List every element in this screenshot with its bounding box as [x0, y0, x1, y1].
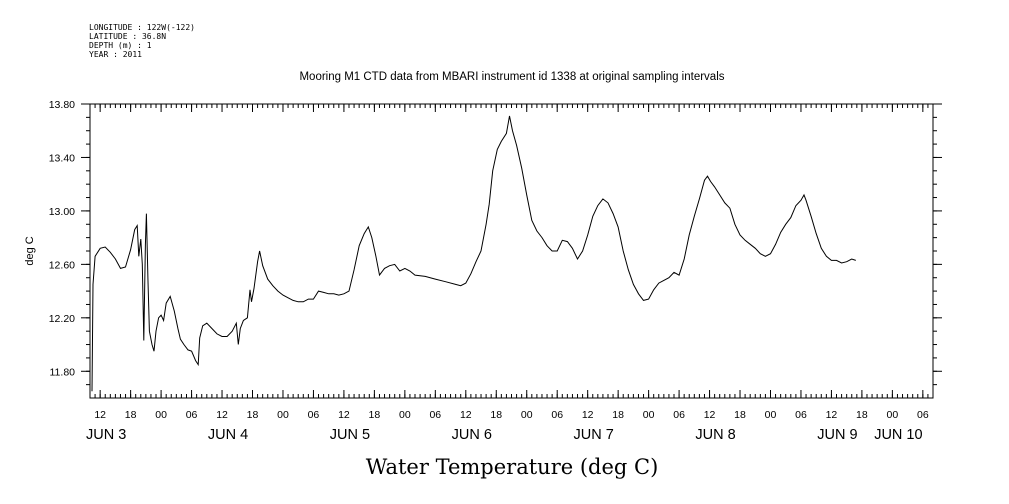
x-tick-label: 00	[765, 409, 777, 421]
x-tick-label: 00	[887, 409, 899, 421]
x-tick-label: 06	[551, 409, 563, 421]
y-tick-label: 13.00	[49, 206, 75, 218]
x-tick-label: 06	[795, 409, 807, 421]
x-day-label: JUN 5	[330, 427, 370, 443]
axis-labels: 12 18 00 06 12 18 00 06 12 18 00 06 12 18 00 06 12 18 00 06…	[49, 99, 929, 443]
y-tick-label: 12.20	[49, 313, 75, 325]
x-tick-label: 18	[247, 409, 259, 421]
x-tick-label: 12	[94, 409, 106, 421]
y-tick-label: 11.80	[50, 366, 76, 378]
x-day-label: JUN 9	[817, 427, 857, 443]
x-tick-label: 00	[277, 409, 289, 421]
x-day-label: JUN 4	[208, 427, 248, 443]
x-day-label: JUN 6	[452, 427, 492, 443]
longitude-label: LONGITUDE : 122W(-122)	[89, 23, 195, 32]
x-tick-label: 00	[155, 409, 167, 421]
x-tick-label: 12	[704, 409, 716, 421]
x-tick-label: 00	[521, 409, 533, 421]
x-tick-label: 12	[826, 409, 838, 421]
y-tick-label: 13.80	[49, 99, 75, 111]
latitude-label: LATITUDE : 36.8N	[89, 32, 166, 41]
x-tick-label: 18	[734, 409, 746, 421]
axis-ticks	[81, 103, 942, 398]
x-tick-label: 12	[582, 409, 594, 421]
y-tick-label: 13.40	[49, 152, 75, 164]
x-tick-label: 18	[612, 409, 624, 421]
temperature-series-line	[91, 115, 856, 392]
x-tick-label: 06	[429, 409, 441, 421]
x-tick-label: 12	[460, 409, 472, 421]
x-tick-label: 06	[917, 409, 929, 421]
x-tick-label: 06	[673, 409, 685, 421]
y-axis-label: deg C	[24, 236, 36, 265]
year-label: YEAR : 2011	[89, 50, 142, 59]
x-tick-label: 06	[186, 409, 198, 421]
x-axis-label: Water Temperature (deg C)	[366, 455, 659, 479]
y-tick-label: 12.60	[49, 259, 75, 271]
x-day-label: JUN 7	[574, 427, 614, 443]
x-tick-label: 12	[338, 409, 350, 421]
depth-label: DEPTH (m) : 1	[89, 41, 152, 50]
x-tick-label: 18	[369, 409, 381, 421]
x-tick-label: 06	[308, 409, 320, 421]
x-tick-label: 18	[125, 409, 137, 421]
x-tick-label: 18	[856, 409, 868, 421]
x-tick-label: 00	[643, 409, 655, 421]
x-day-label: JUN 10	[874, 427, 922, 443]
chart-title: Mooring M1 CTD data from MBARI instrumen…	[299, 71, 724, 83]
x-day-label: JUN 8	[695, 427, 735, 443]
x-tick-label: 00	[399, 409, 411, 421]
x-tick-label: 18	[490, 409, 502, 421]
x-day-label: JUN 3	[86, 427, 126, 443]
x-tick-label: 12	[216, 409, 228, 421]
plot-frame	[89, 103, 934, 399]
